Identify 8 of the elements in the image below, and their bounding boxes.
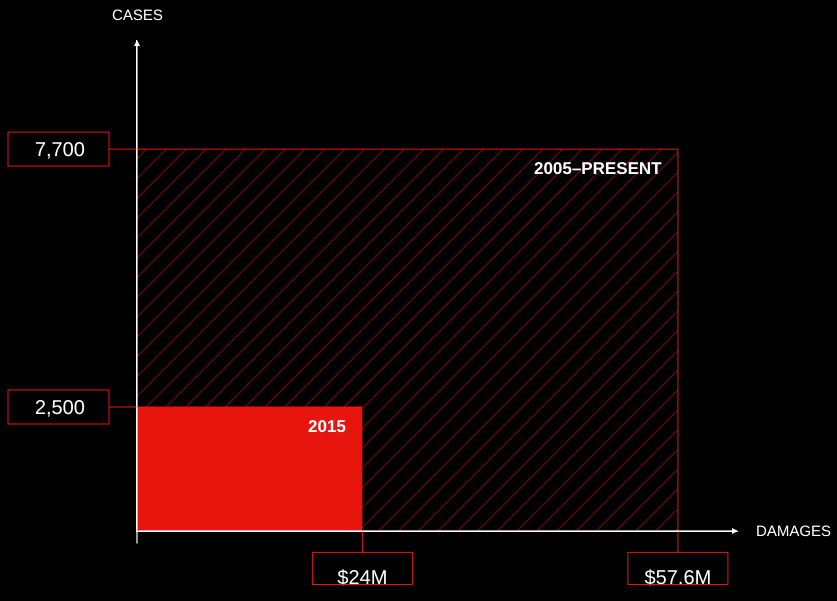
x-tick-label: $57.6M — [644, 567, 712, 590]
series-label: 2005–PRESENT — [534, 159, 662, 178]
series-label: 2015 — [308, 417, 346, 436]
y-tick-label: 2,500 — [34, 397, 85, 420]
x-tick-label: $24M — [337, 567, 388, 590]
x-axis-title: DAMAGES — [756, 523, 832, 540]
y-tick-label: 7,700 — [34, 139, 85, 162]
y-axis-title: CASES — [112, 7, 163, 24]
